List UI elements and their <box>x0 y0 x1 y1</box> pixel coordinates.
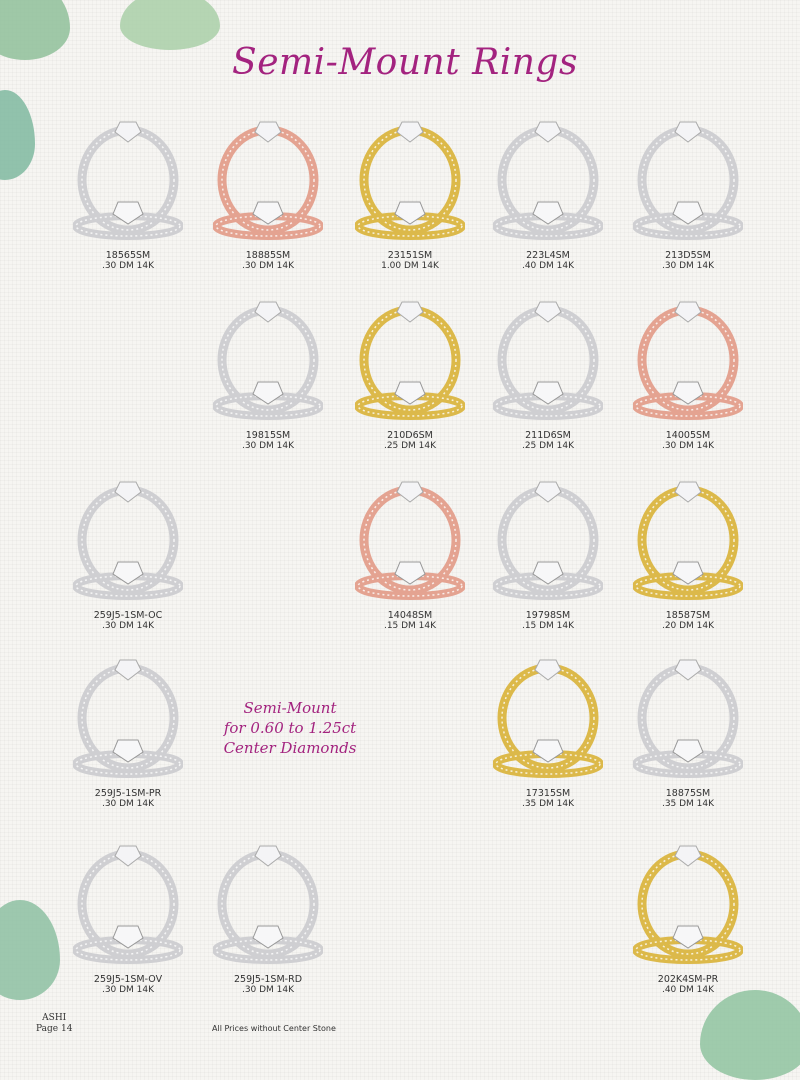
ring-code: 259J5-1SM-RD <box>233 974 303 985</box>
ring-code: 23151SM <box>387 250 433 261</box>
ring-item[interactable]: 14048SM .15 DM 14K <box>340 478 480 631</box>
ring-image <box>355 481 465 600</box>
ring-image <box>213 301 323 420</box>
ring-desc: .25 DM 14K <box>521 441 575 451</box>
ring-code: 211D6SM <box>525 430 571 441</box>
ring-desc: 1.00 DM 14K <box>381 261 439 271</box>
ring-item[interactable]: 223L4SM .40 DM 14K <box>478 118 618 271</box>
ring-image <box>633 121 743 240</box>
ring-desc: .25 DM 14K <box>383 441 437 451</box>
ring-desc: .20 DM 14K <box>661 621 715 631</box>
ring-item[interactable]: 18587SM .20 DM 14K <box>618 478 758 631</box>
ring-desc: .40 DM 14K <box>521 261 575 271</box>
ring-item[interactable]: 18565SM .30 DM 14K <box>58 118 198 271</box>
orchid-decoration <box>0 900 60 1000</box>
page-title: Semi-Mount Rings <box>232 42 578 83</box>
ring-item[interactable]: 211D6SM .25 DM 14K <box>478 298 618 451</box>
ring-desc: .30 DM 14K <box>101 799 155 809</box>
ring-code: 18885SM <box>245 250 291 261</box>
ring-desc: .30 DM 14K <box>661 441 715 451</box>
ring-image <box>73 481 183 600</box>
ring-code: 259J5-1SM-OV <box>93 974 163 985</box>
ring-image <box>493 301 603 420</box>
ring-desc: .15 DM 14K <box>383 621 437 631</box>
ring-image <box>213 121 323 240</box>
ring-image <box>493 481 603 600</box>
ring-code: 18587SM <box>665 610 711 621</box>
ring-code: 259J5-1SM-OC <box>93 610 163 621</box>
ring-image <box>633 845 743 964</box>
ring-desc: .30 DM 14K <box>241 441 295 451</box>
ring-image <box>355 121 465 240</box>
footer-brand: ASHI Page 14 <box>36 1013 72 1035</box>
ring-item[interactable]: 18875SM .35 DM 14K <box>618 656 758 809</box>
ring-item[interactable]: 14005SM .30 DM 14K <box>618 298 758 451</box>
ring-item[interactable]: 213D5SM .30 DM 14K <box>618 118 758 271</box>
ring-code: 259J5-1SM-PR <box>94 788 162 799</box>
ring-image <box>633 481 743 600</box>
ring-item[interactable]: 259J5-1SM-OV .30 DM 14K <box>58 842 198 995</box>
ring-item[interactable]: 259J5-1SM-OC .30 DM 14K <box>58 478 198 631</box>
ring-desc: .30 DM 14K <box>661 261 715 271</box>
side-text-line: for 0.60 to 1.25ct <box>223 719 357 737</box>
ring-code: 213D5SM <box>665 250 711 261</box>
ring-image <box>633 301 743 420</box>
ring-code: 210D6SM <box>387 430 433 441</box>
ring-image <box>493 659 603 778</box>
orchid-decoration <box>700 990 800 1080</box>
ring-image <box>493 121 603 240</box>
ring-image <box>213 845 323 964</box>
ring-desc: .15 DM 14K <box>521 621 575 631</box>
ring-image <box>355 301 465 420</box>
footer-note: All Prices without Center Stone <box>212 1024 336 1033</box>
ring-code: 202K4SM-PR <box>657 974 719 985</box>
orchid-decoration <box>120 0 220 50</box>
ring-code: 223L4SM <box>526 250 570 261</box>
ring-item[interactable]: 259J5-1SM-PR .30 DM 14K <box>58 656 198 809</box>
ring-desc: .30 DM 14K <box>241 985 295 995</box>
ring-code: 18875SM <box>665 788 711 799</box>
ring-desc: .30 DM 14K <box>101 261 155 271</box>
ring-code: 14048SM <box>387 610 433 621</box>
side-text-line: Semi-Mount <box>243 699 337 717</box>
ring-code: 19815SM <box>245 430 291 441</box>
side-text-line: Center Diamonds <box>223 739 357 757</box>
ring-code: 19798SM <box>525 610 571 621</box>
ring-item[interactable]: 210D6SM .25 DM 14K <box>340 298 480 451</box>
ring-image <box>73 121 183 240</box>
ring-desc: .30 DM 14K <box>241 261 295 271</box>
ring-item[interactable]: 202K4SM-PR .40 DM 14K <box>618 842 758 995</box>
ring-item[interactable]: 18885SM .30 DM 14K <box>198 118 338 271</box>
ring-image <box>73 845 183 964</box>
ring-code: 17315SM <box>525 788 571 799</box>
brand-name: ASHI <box>42 1013 67 1023</box>
ring-item[interactable]: 23151SM 1.00 DM 14K <box>340 118 480 271</box>
ring-item[interactable]: 259J5-1SM-RD .30 DM 14K <box>198 842 338 995</box>
page-number: Page 14 <box>36 1024 73 1034</box>
ring-desc: .30 DM 14K <box>101 985 155 995</box>
ring-desc: .35 DM 14K <box>661 799 715 809</box>
ring-image <box>73 659 183 778</box>
ring-code: 18565SM <box>105 250 151 261</box>
ring-image <box>633 659 743 778</box>
ring-item[interactable]: 17315SM .35 DM 14K <box>478 656 618 809</box>
ring-desc: .30 DM 14K <box>101 621 155 631</box>
ring-desc: .40 DM 14K <box>661 985 715 995</box>
orchid-decoration <box>0 90 35 180</box>
ring-item[interactable]: 19798SM .15 DM 14K <box>478 478 618 631</box>
ring-item[interactable]: 19815SM .30 DM 14K <box>198 298 338 451</box>
ring-code: 14005SM <box>665 430 711 441</box>
semi-mount-note: Semi-Mount for 0.60 to 1.25ct Center Dia… <box>210 698 370 758</box>
ring-desc: .35 DM 14K <box>521 799 575 809</box>
